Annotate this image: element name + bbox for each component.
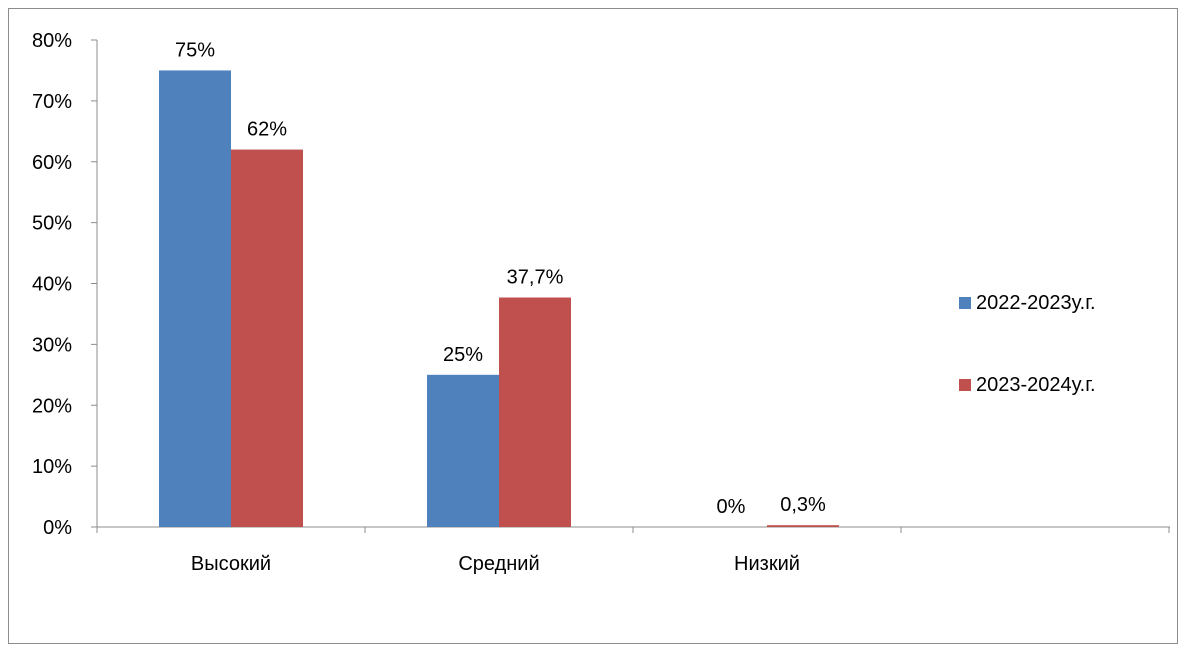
data-label: 0,3% (780, 494, 826, 516)
y-tick-label: 40% (32, 274, 72, 296)
y-tick-label: 30% (32, 334, 72, 356)
data-label: 75% (175, 39, 215, 61)
bars (159, 70, 839, 527)
category-label: Средний (458, 553, 539, 575)
category-labels: Высокий Средний Низкий (191, 553, 800, 575)
data-label: 62% (247, 119, 287, 141)
category-label: Низкий (734, 553, 800, 575)
y-tick-label: 20% (32, 395, 72, 417)
y-tick-label: 70% (32, 91, 72, 113)
data-label: 37,7% (507, 267, 564, 289)
y-tick-label: 0% (43, 517, 72, 539)
y-tick-label: 80% (32, 30, 72, 52)
bar-2-2 (499, 297, 571, 527)
legend-label: 2023-2024у.г. (976, 374, 1096, 396)
x-axis (96, 526, 1170, 533)
legend-label: 2022-2023у.г. (976, 292, 1096, 314)
bar-2-1 (231, 149, 303, 527)
legend: 2022-2023у.г. 2023-2024у.г. (959, 292, 1096, 396)
legend-swatch (959, 379, 971, 391)
bar-1-2 (427, 374, 499, 527)
legend-item: 2023-2024у.г. (959, 374, 1096, 396)
data-label: 0% (717, 496, 746, 518)
data-labels: 75% 62% 25% 37,7% 0% 0,3% (175, 39, 826, 518)
legend-item: 2022-2023у.г. (959, 292, 1096, 314)
bar-2-3 (767, 525, 839, 527)
bar-1-1 (159, 70, 231, 527)
y-tick-label: 10% (32, 456, 72, 478)
y-axis: 0% 10% 20% 30% 40% 50% 60% 70% 80% (32, 30, 98, 539)
y-tick-label: 60% (32, 152, 72, 174)
y-tick-label: 50% (32, 213, 72, 235)
category-label: Высокий (191, 553, 271, 575)
legend-swatch (959, 297, 971, 309)
data-label: 25% (443, 344, 483, 366)
